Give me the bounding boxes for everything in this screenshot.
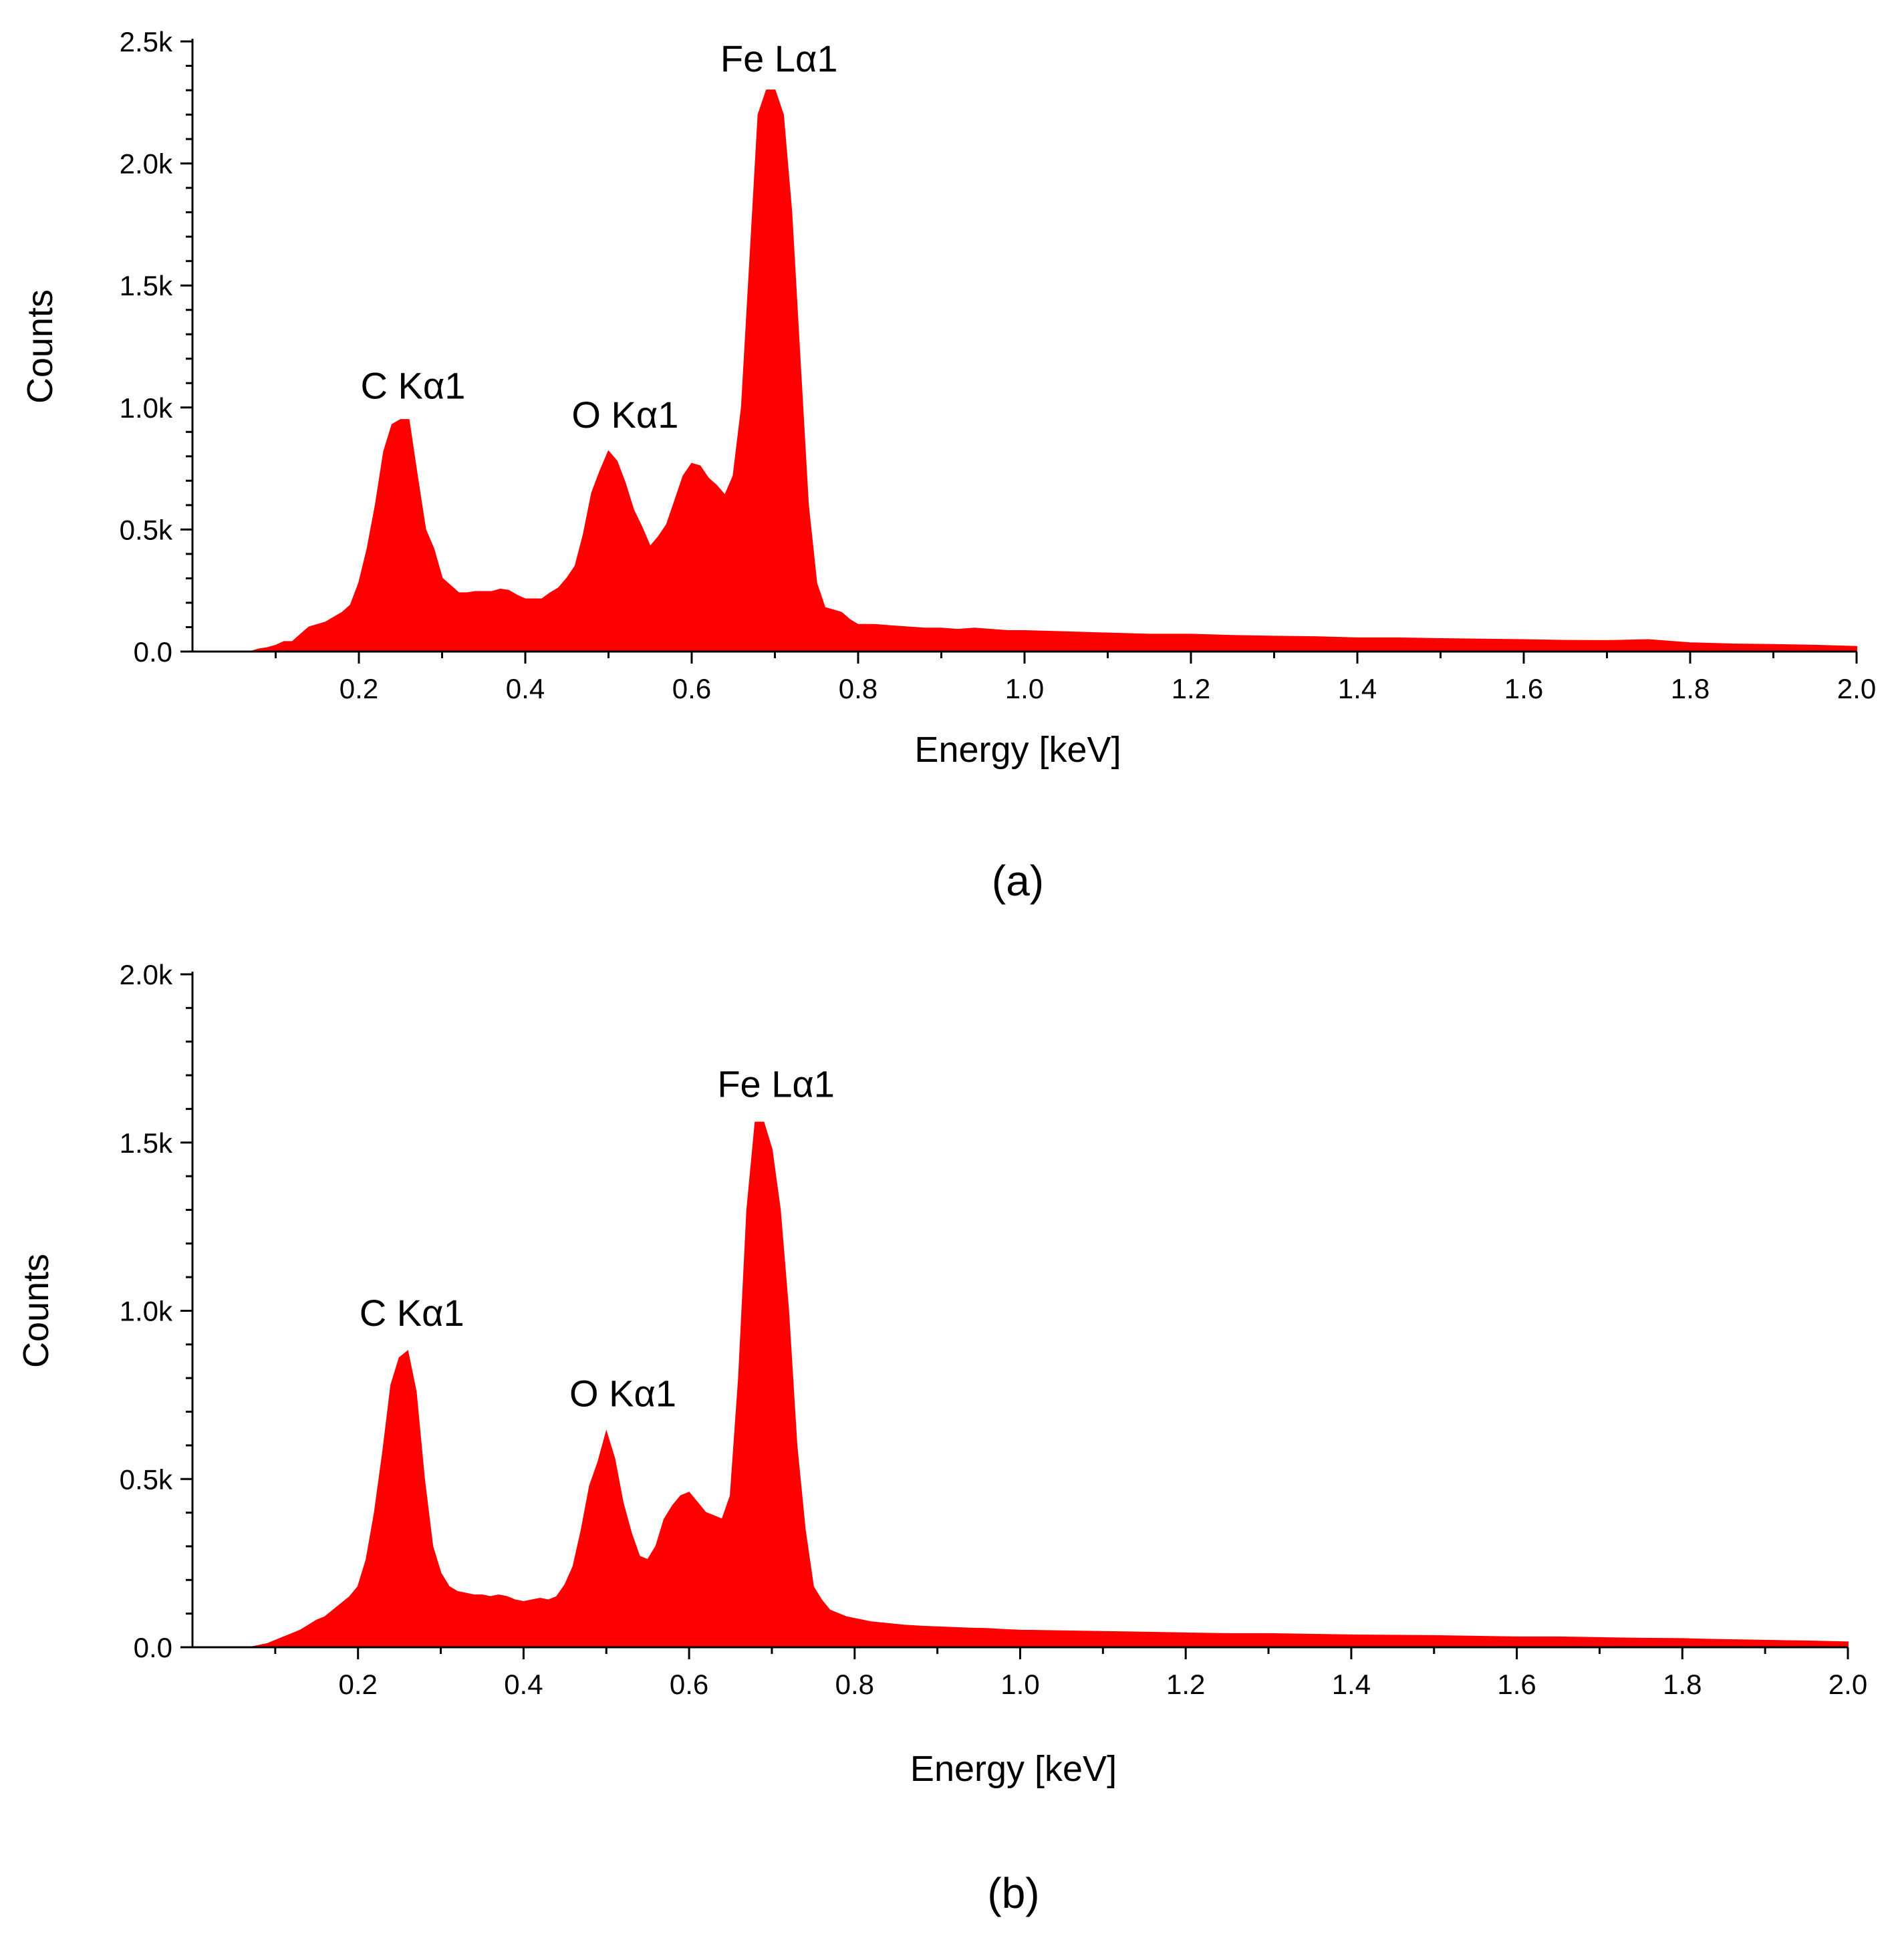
x-tick-label: 0.6 [670,1669,708,1700]
peak-label: O Kα1 [569,1373,676,1415]
x-tick-label: 1.2 [1172,673,1210,704]
peak-label: Fe Lα1 [717,1063,835,1105]
x-axis-title: Energy [keV] [910,1749,1117,1789]
x-tick-label: 0.8 [839,673,877,704]
spectrum-area [250,1121,1849,1648]
y-tick-label: 0.5k [120,514,173,545]
x-tick-label: 0.2 [339,1669,378,1700]
y-tick-label: 2.0k [120,959,173,990]
peak-label: C Kα1 [360,1292,464,1334]
y-tick-label: 2.0k [120,148,173,180]
spectrum-area [250,90,1857,652]
x-tick-label: 1.0 [1000,1669,1039,1700]
peak-label: O Kα1 [571,394,678,436]
x-tick-label: 1.4 [1338,673,1377,704]
x-tick-label: 0.6 [672,673,711,704]
x-tick-label: 1.8 [1671,673,1710,704]
y-tick-label: 1.5k [120,270,173,301]
peak-label: Fe Lα1 [720,37,838,80]
peak-label: C Kα1 [360,364,465,406]
x-tick-label: 0.4 [506,673,545,704]
x-tick-label: 1.4 [1332,1669,1371,1700]
y-tick-label: 1.0k [120,392,173,424]
x-tick-label: 1.0 [1005,673,1044,704]
x-tick-label: 1.6 [1497,1669,1536,1700]
y-tick-label: 1.0k [120,1296,173,1327]
x-axis-title: Energy [keV] [914,730,1121,770]
panel-label: (a) [992,857,1044,905]
x-tick-label: 1.6 [1504,673,1543,704]
y-tick-label: 1.5k [120,1127,173,1159]
y-tick-label: 0.5k [120,1463,173,1495]
x-tick-label: 0.2 [340,673,378,704]
x-tick-label: 1.8 [1663,1669,1702,1700]
y-tick-label: 2.5k [120,26,173,57]
x-tick-label: 2.0 [1829,1669,1867,1700]
y-axis-title: Counts [20,289,60,404]
x-tick-label: 2.0 [1837,673,1876,704]
y-tick-label: 0.0 [134,636,172,668]
spectrum-panel-b: 0.2 0.4 0.6 0.8 1.0 1.2 1.4 1.6 1.8 2.0 0.0 0.5k 1.0… [16,959,1867,1917]
x-tick-label: 1.2 [1166,1669,1205,1700]
y-axis-title: Counts [16,1254,56,1368]
panel-label: (b) [987,1869,1039,1917]
spectrum-panel-a: 0.2 0.4 0.6 0.8 1.0 1.2 1.4 1.6 1.8 2.0 0.0 0.5k 1.0… [20,26,1876,905]
x-tick-label: 0.8 [835,1669,874,1700]
y-tick-label: 0.0 [134,1632,172,1663]
x-tick-label: 0.4 [504,1669,543,1700]
